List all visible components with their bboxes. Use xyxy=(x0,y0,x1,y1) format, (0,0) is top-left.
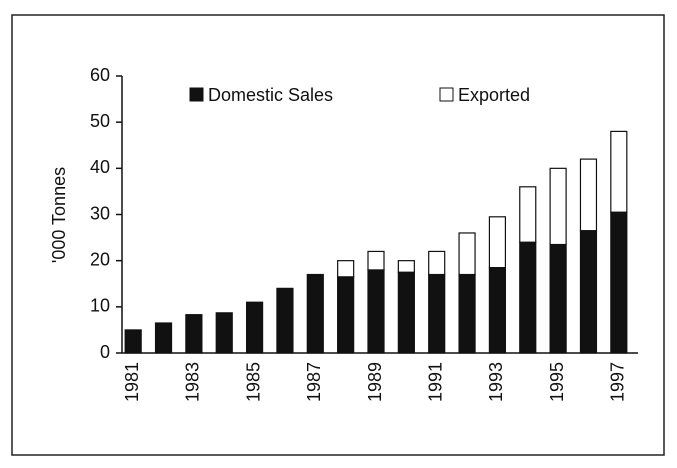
x-tick-label: 1985 xyxy=(243,362,263,402)
bar-segment xyxy=(428,250,446,276)
x-tick-label: 1983 xyxy=(183,362,203,402)
y-tick-label: 0 xyxy=(100,342,110,362)
bar-segment xyxy=(124,329,142,354)
y-axis-label: '000 Tonnes xyxy=(49,167,69,263)
bar-segment xyxy=(488,216,507,269)
bar-segment xyxy=(458,232,476,276)
bar-segment xyxy=(185,314,203,354)
legend-swatch xyxy=(189,87,204,102)
bar-segment xyxy=(337,260,355,278)
x-tick-label: 1989 xyxy=(365,362,385,402)
bar-segment xyxy=(154,322,173,354)
bar-segment xyxy=(245,301,264,354)
bar-segment xyxy=(610,130,628,213)
bar-segment xyxy=(337,276,355,354)
legend-label: Domestic Sales xyxy=(208,85,333,105)
y-tick-label: 40 xyxy=(90,157,110,177)
bar-segment xyxy=(579,158,598,232)
bar-segment xyxy=(610,211,628,354)
bar-segment xyxy=(397,260,415,273)
bar-segment xyxy=(367,250,385,271)
bar-segment xyxy=(367,269,385,354)
legend-swatch xyxy=(439,87,454,102)
bar-segment xyxy=(519,241,537,354)
legend-label: Exported xyxy=(458,85,530,105)
bar-segment xyxy=(579,230,598,354)
bar-segment xyxy=(215,312,233,354)
bar-segment xyxy=(519,186,537,243)
y-tick-label: 60 xyxy=(90,65,110,85)
x-tick-label: 1993 xyxy=(486,362,506,402)
x-tick-label: 1987 xyxy=(304,362,324,402)
y-tick-label: 30 xyxy=(90,203,110,223)
y-tick-label: 50 xyxy=(90,111,110,131)
bar-segment xyxy=(458,273,476,354)
bar-segment xyxy=(549,167,567,246)
bar-segment xyxy=(276,287,294,354)
y-tick-label: 10 xyxy=(90,296,110,316)
bar-segment xyxy=(488,266,507,354)
bar-segment xyxy=(549,243,567,354)
x-tick-label: 1991 xyxy=(425,362,445,402)
y-tick-label: 20 xyxy=(90,249,110,269)
x-tick-label: 1995 xyxy=(547,362,567,402)
x-tick-label: 1997 xyxy=(608,362,628,402)
frame xyxy=(11,14,665,456)
bar-segment xyxy=(306,273,324,354)
x-tick-label: 1981 xyxy=(122,362,142,402)
bar-segment xyxy=(428,273,446,354)
bar-segment xyxy=(397,271,415,354)
